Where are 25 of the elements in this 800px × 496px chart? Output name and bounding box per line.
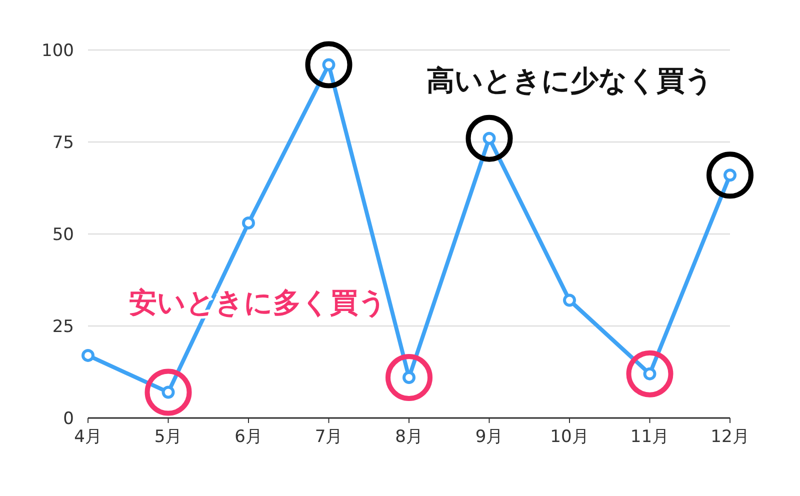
y-tick-label: 0 — [63, 408, 74, 429]
point — [305, 41, 352, 88]
annotation: 高いときに少なく買う — [426, 64, 714, 97]
point — [82, 348, 94, 362]
y-tick-label: 50 — [52, 224, 74, 245]
x-tick-label: 12月 — [710, 427, 750, 447]
y-tick-label: 100 — [42, 40, 74, 61]
point — [144, 368, 192, 416]
point — [386, 354, 432, 402]
x-tick-label: 4月 — [74, 427, 102, 447]
x-tick-label: 9月 — [475, 427, 504, 447]
x-tick-label: 5月 — [154, 427, 182, 447]
x-tick-label: 10月 — [550, 427, 589, 447]
x-tick-label: 11月 — [630, 427, 670, 447]
x-tick-label: 8月 — [395, 427, 423, 447]
point — [466, 114, 513, 162]
annotation: 安いときに多く買う — [129, 286, 387, 319]
x-tick-label: 6月 — [234, 427, 262, 447]
point — [706, 152, 754, 199]
point — [563, 294, 576, 307]
y-tick-label: 75 — [52, 132, 74, 153]
point — [242, 216, 255, 230]
y-tick-label: 25 — [52, 316, 74, 337]
x-tick-label: 7月 — [314, 427, 343, 447]
point — [626, 350, 674, 398]
